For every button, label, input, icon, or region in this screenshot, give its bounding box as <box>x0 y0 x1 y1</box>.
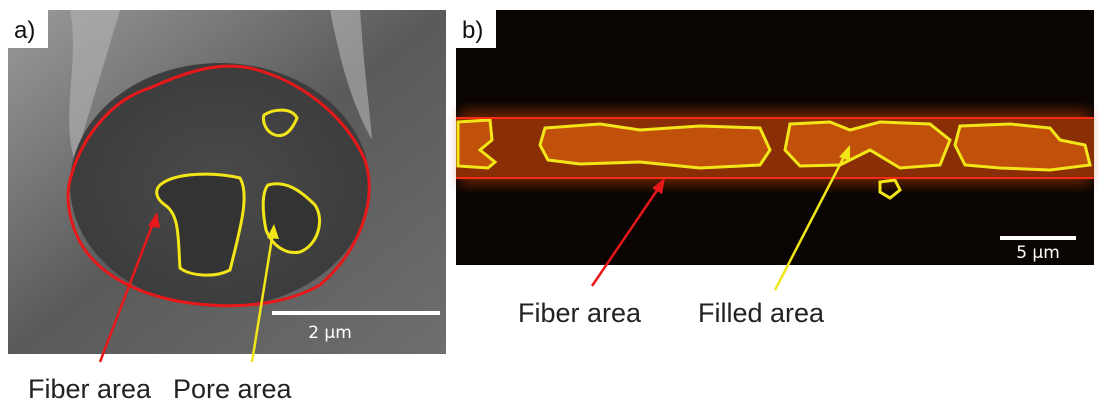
panel-tag: b) <box>462 17 483 44</box>
panel-b: 5 µm b) Fiber area Filled area <box>456 10 1094 328</box>
annotation: Fiber area <box>518 298 642 328</box>
scale-bar-label: 5 µm <box>1016 243 1060 263</box>
scale-bar-label: 2 µm <box>308 323 352 343</box>
panel-a: 2 µm a) Fiber area Pore area <box>8 10 446 404</box>
annotation: Fiber area <box>28 374 152 404</box>
panel-tag: a) <box>14 17 35 44</box>
annotation: Filled area <box>698 298 825 328</box>
figure: 2 µm a) Fiber area Pore area 5 µm b) Fib… <box>0 0 1099 406</box>
annotation: Pore area <box>173 374 293 404</box>
